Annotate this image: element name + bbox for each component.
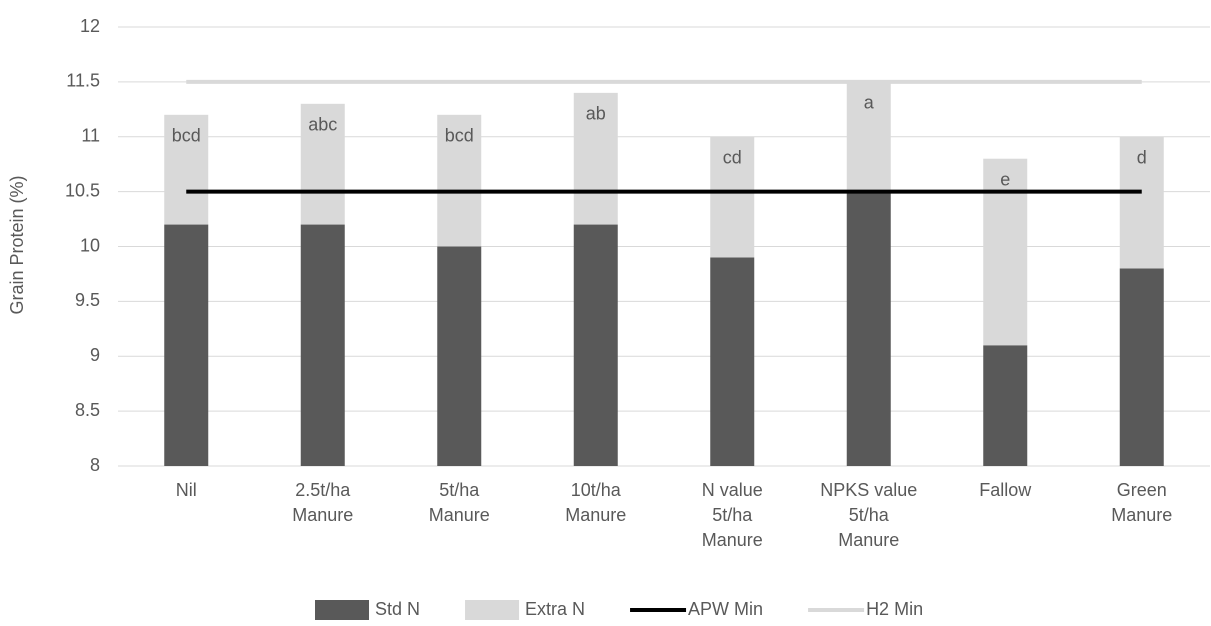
x-tick-label: 10t/ha Manure <box>565 480 627 525</box>
x-tick-label: Fallow <box>979 480 1032 500</box>
bar-annotation: bcd <box>445 126 474 146</box>
y-tick-label: 8.5 <box>75 400 100 420</box>
bar <box>846 81 891 192</box>
bar <box>437 246 482 466</box>
y-axis-title: Grain Protein (%) <box>7 175 27 314</box>
x-tick-label: Green Manure <box>1111 480 1173 525</box>
bar-annotation: cd <box>723 148 742 168</box>
bar-annotation: ab <box>586 104 606 124</box>
x-tick-label: 5t/ha Manure <box>428 480 490 525</box>
bar <box>437 114 482 247</box>
y-tick-label: 9 <box>90 345 100 365</box>
bar-annotation: d <box>1137 148 1147 168</box>
x-tick-label: Nil <box>175 480 197 500</box>
y-tick-label: 10 <box>80 235 100 255</box>
bar-annotation: e <box>1000 169 1010 189</box>
y-tick-label: 10.5 <box>65 180 100 200</box>
bar <box>573 92 618 225</box>
bar <box>1119 268 1164 466</box>
bar <box>846 191 891 466</box>
x-tick-label: NPKS value 5t/ha Manure <box>820 480 918 550</box>
legend-swatch <box>315 600 369 620</box>
x-tick-label: N value 5t/ha Manure <box>701 480 763 550</box>
bar-annotation: a <box>864 93 875 113</box>
bar <box>300 103 345 225</box>
legend-label: H2 Min <box>866 599 923 619</box>
y-tick-label: 8 <box>90 455 100 475</box>
y-tick-label: 12 <box>80 16 100 36</box>
bar <box>164 114 209 225</box>
bar <box>710 136 755 258</box>
bar <box>164 224 209 466</box>
bar <box>1119 136 1164 269</box>
bar-annotation: abc <box>308 115 337 135</box>
bar <box>983 345 1028 466</box>
legend-label: Extra N <box>525 599 585 619</box>
bar-annotation: bcd <box>172 126 201 146</box>
bar <box>300 224 345 466</box>
x-tick-label: 2.5t/ha Manure <box>292 480 354 525</box>
legend-label: APW Min <box>688 599 763 619</box>
legend-swatch <box>465 600 520 620</box>
y-tick-label: 9.5 <box>75 290 100 310</box>
y-tick-label: 11.5 <box>66 71 100 91</box>
bar <box>573 224 618 466</box>
bar <box>710 257 755 466</box>
y-tick-label: 11 <box>81 126 100 146</box>
legend-label: Std N <box>375 599 420 619</box>
